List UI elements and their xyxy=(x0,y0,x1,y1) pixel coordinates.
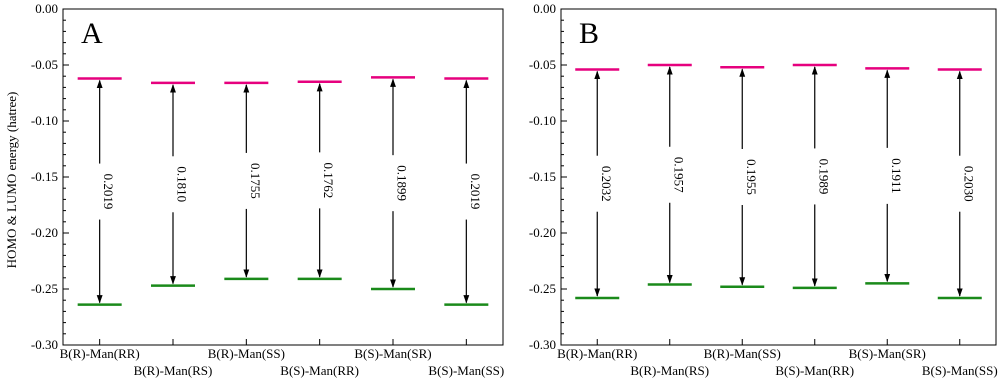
y-tick-label: -0.15 xyxy=(31,169,58,184)
gap-label-bg xyxy=(734,149,751,205)
category-label: B(R)-Man(SS) xyxy=(704,346,781,361)
panel-frame xyxy=(560,8,997,346)
gap-label-bg xyxy=(589,155,606,212)
category-label: B(S)-Man(RR) xyxy=(775,363,854,378)
gap-label-bg xyxy=(951,155,968,212)
y-tick-label: 0.00 xyxy=(533,1,556,16)
gap-label-bg xyxy=(165,156,181,213)
y-tick-label: -0.10 xyxy=(31,113,58,128)
y-tick-label: -0.30 xyxy=(529,337,556,352)
y-tick-label: -0.15 xyxy=(529,169,556,184)
category-label: B(R)-Man(RR) xyxy=(557,346,637,361)
y-tick-label: -0.25 xyxy=(529,281,556,296)
gap-label-bg xyxy=(661,146,678,203)
gap-label-bg xyxy=(879,147,896,204)
gap-label-bg xyxy=(238,152,255,209)
y-tick-label: -0.05 xyxy=(31,57,58,72)
gap-label: 0.2019 xyxy=(468,174,483,210)
y-tick-label: -0.25 xyxy=(31,281,58,296)
gap-label: 0.1955 xyxy=(744,159,759,195)
y-tick-label: -0.20 xyxy=(31,225,58,240)
category-label: B(S)-Man(SR) xyxy=(354,346,431,361)
gap-label: 0.1762 xyxy=(321,162,336,198)
y-tick-label: -0.20 xyxy=(529,225,556,240)
gap-label: 0.1755 xyxy=(248,163,263,199)
panel-label: A xyxy=(81,17,103,50)
category-label: B(S)-Man(SR) xyxy=(849,346,926,361)
gap-label: 0.2019 xyxy=(101,174,116,210)
y-tick-label: -0.10 xyxy=(529,113,556,128)
gap-label-bg xyxy=(385,155,401,212)
y-axis-title: HOMO & LUMO energy (hatree) xyxy=(4,92,19,269)
category-label: B(R)-Man(RR) xyxy=(60,346,140,361)
gap-label: 0.1899 xyxy=(395,165,410,201)
gap-label-bg xyxy=(91,163,108,220)
gap-label: 0.1957 xyxy=(671,157,686,193)
gap-label-bg xyxy=(458,163,475,220)
category-label: B(R)-Man(RS) xyxy=(134,363,213,378)
category-label: B(R)-Man(SS) xyxy=(208,346,285,361)
gap-label: 0.1810 xyxy=(175,166,190,202)
gap-label: 0.2030 xyxy=(961,166,976,202)
category-label: B(R)-Man(RS) xyxy=(630,363,709,378)
gap-label: 0.1911 xyxy=(889,158,904,193)
category-label: B(S)-Man(SS) xyxy=(922,363,998,378)
panel-label: B xyxy=(579,17,599,50)
gap-label-bg xyxy=(806,148,823,205)
y-tick-label: -0.30 xyxy=(31,337,58,352)
panel-frame xyxy=(62,8,504,346)
gap-label: 0.2032 xyxy=(599,166,614,202)
category-label: B(S)-Man(RR) xyxy=(280,363,359,378)
y-tick-label: 0.00 xyxy=(35,1,58,16)
gap-label: 0.1989 xyxy=(816,159,831,195)
y-tick-label: -0.05 xyxy=(529,57,556,72)
gap-label-bg xyxy=(311,152,328,209)
category-label: B(S)-Man(SS) xyxy=(428,363,504,378)
